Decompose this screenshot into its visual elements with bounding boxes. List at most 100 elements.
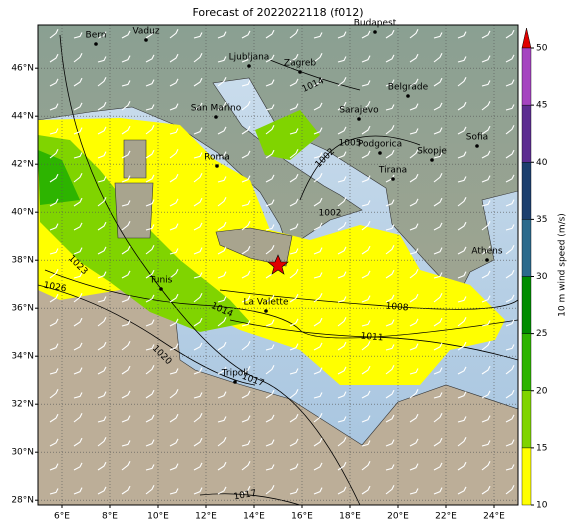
wind-barb [265, 294, 275, 303]
wind-barb [217, 271, 227, 279]
wind-barb [289, 198, 299, 207]
wind-barb [217, 126, 227, 135]
wind-barb [241, 461, 251, 471]
wind-barb [265, 365, 275, 375]
city-label: Sarajevo [339, 106, 379, 116]
wind-barb [481, 461, 491, 471]
wind-barb [313, 462, 323, 471]
wind-barb [361, 80, 371, 87]
wind-barb [49, 198, 59, 207]
wind-barb [409, 173, 419, 183]
wind-barb [49, 413, 59, 423]
wind-barb [289, 438, 299, 447]
wind-barb [409, 198, 419, 207]
wind-barb [361, 101, 371, 111]
wind-barb [385, 344, 395, 351]
wind-barb [169, 198, 179, 207]
colorbar-segment [521, 219, 532, 277]
wind-barb [385, 245, 395, 255]
wind-barb [49, 78, 59, 87]
colorbar-tick-label: 45 [536, 101, 547, 111]
y-tick-label: 34°N [11, 352, 34, 362]
wind-barb [49, 29, 59, 39]
colorbar-tick-label: 35 [536, 215, 547, 225]
wind-barb [217, 391, 227, 399]
city-marker [485, 258, 489, 262]
city-marker [94, 42, 98, 46]
wind-barb [73, 77, 83, 87]
wind-barb [241, 80, 251, 87]
wind-barb [121, 200, 131, 207]
wind-barb [169, 248, 179, 255]
wind-barb [361, 440, 371, 447]
wind-barb [313, 272, 323, 279]
wind-barb [337, 101, 347, 111]
wind-barb [145, 104, 155, 111]
wind-barb [337, 486, 347, 495]
wind-barb [97, 101, 107, 111]
wind-barb [481, 341, 491, 351]
city-label: Skopje [417, 147, 447, 157]
colorbar-segment [521, 47, 532, 106]
wind-barb [385, 224, 395, 231]
wind-barb [169, 29, 179, 39]
wind-barb [73, 317, 83, 327]
city-marker [215, 164, 219, 168]
wind-barb [265, 439, 275, 447]
wind-barb [49, 488, 59, 495]
wind-barb [457, 31, 467, 39]
wind-barb [457, 176, 467, 183]
colorbar-segment [521, 162, 532, 220]
wind-barb [385, 389, 395, 399]
wind-barb [337, 296, 347, 303]
wind-barb [313, 342, 323, 351]
wind-barb [289, 149, 299, 159]
wind-barb [265, 319, 275, 327]
city-label: Roma [204, 153, 230, 163]
map-frame [37, 24, 519, 506]
wind-barb [97, 246, 107, 255]
wind-barb [193, 127, 203, 135]
wind-barb [217, 486, 227, 495]
wind-barb [313, 152, 323, 159]
wind-barb [217, 77, 227, 87]
wind-barb [409, 389, 419, 399]
wind-barb [265, 224, 275, 231]
wind-barb [409, 269, 419, 279]
x-tick-label: 22°E [435, 512, 457, 522]
wind-barb [457, 366, 467, 375]
wind-barb [193, 247, 203, 255]
wind-barb [313, 127, 323, 135]
wind-barb [361, 390, 371, 399]
colorbar-tick-label: 30 [536, 272, 548, 282]
wind-barb [121, 175, 131, 183]
wind-barb [433, 437, 443, 447]
wind-barb [313, 32, 323, 39]
wind-barb [73, 392, 83, 399]
wind-barb [313, 197, 323, 207]
wind-barb [457, 317, 467, 327]
wind-barb [457, 101, 467, 111]
wind-barb [433, 222, 443, 231]
wind-barb [457, 461, 467, 471]
wind-barb [289, 463, 299, 471]
wind-barb [337, 56, 347, 63]
wind-barb [145, 199, 155, 207]
wind-barb [337, 341, 347, 351]
wind-barb [193, 53, 203, 63]
wind-barb [385, 439, 395, 447]
wind-barb [505, 269, 515, 279]
wind-barb [313, 437, 323, 447]
wind-barb [97, 437, 107, 447]
wind-barb [481, 295, 491, 303]
wind-barb [433, 293, 443, 303]
wind-barb [361, 200, 371, 207]
wind-barb [169, 438, 179, 447]
wind-barb [409, 368, 419, 375]
wind-barb [241, 125, 251, 135]
wind-barb [433, 32, 443, 39]
wind-barb [145, 224, 155, 231]
wind-barb [433, 127, 443, 135]
